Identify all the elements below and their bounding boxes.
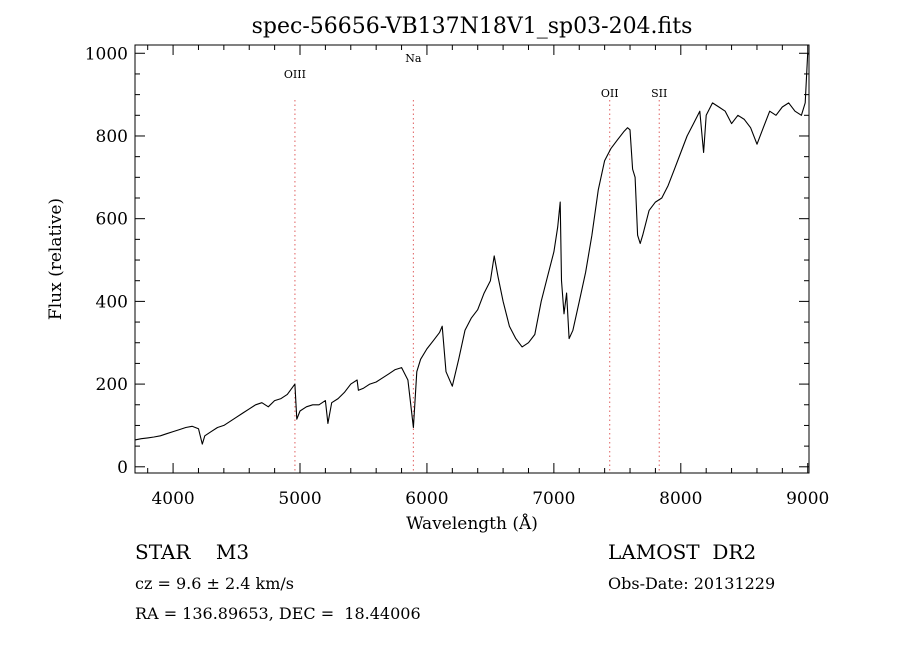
y-axis-label: Flux (relative) <box>46 198 66 320</box>
x-tick-label: 7000 <box>532 489 575 509</box>
x-tick-label: 4000 <box>151 489 194 509</box>
spectral-line-markers: OIII Na OII SII <box>284 52 667 473</box>
y-tick-label: 600 <box>96 210 128 230</box>
tick-labels: 4000 5000 6000 7000 8000 9000 0 200 400 600 800 100… <box>85 44 830 509</box>
object-class-label: STAR M3 <box>135 540 250 564</box>
spectrum-series-line <box>134 53 809 445</box>
spectral-line-label: OIII <box>284 68 306 81</box>
y-tick-label: 1000 <box>85 44 128 64</box>
y-tick-label: 0 <box>117 458 128 478</box>
x-tick-label: 8000 <box>659 489 702 509</box>
spectral-line-label: OII <box>601 87 619 100</box>
axis-ticks <box>135 45 809 473</box>
y-tick-label: 800 <box>96 127 128 147</box>
survey-label: LAMOST DR2 <box>608 540 757 564</box>
redshift-label: cz = 9.6 ± 2.4 km/s <box>135 574 294 593</box>
y-tick-label: 400 <box>96 292 128 312</box>
coordinates-label: RA = 136.89653, DEC = 18.44006 <box>135 604 421 623</box>
plot-frame <box>134 44 810 474</box>
x-tick-label: 5000 <box>278 489 321 509</box>
x-tick-label: 6000 <box>405 489 448 509</box>
x-axis-label: Wavelength (Å) <box>406 513 538 534</box>
x-tick-label: 9000 <box>786 489 829 509</box>
spectral-line-label: Na <box>405 52 422 65</box>
chart-title: spec-56656-VB137N18V1_sp03-204.fits <box>252 14 693 39</box>
y-tick-label: 200 <box>96 375 128 395</box>
spectral-line-label: SII <box>651 87 667 100</box>
obs-date-label: Obs-Date: 20131229 <box>608 574 776 593</box>
